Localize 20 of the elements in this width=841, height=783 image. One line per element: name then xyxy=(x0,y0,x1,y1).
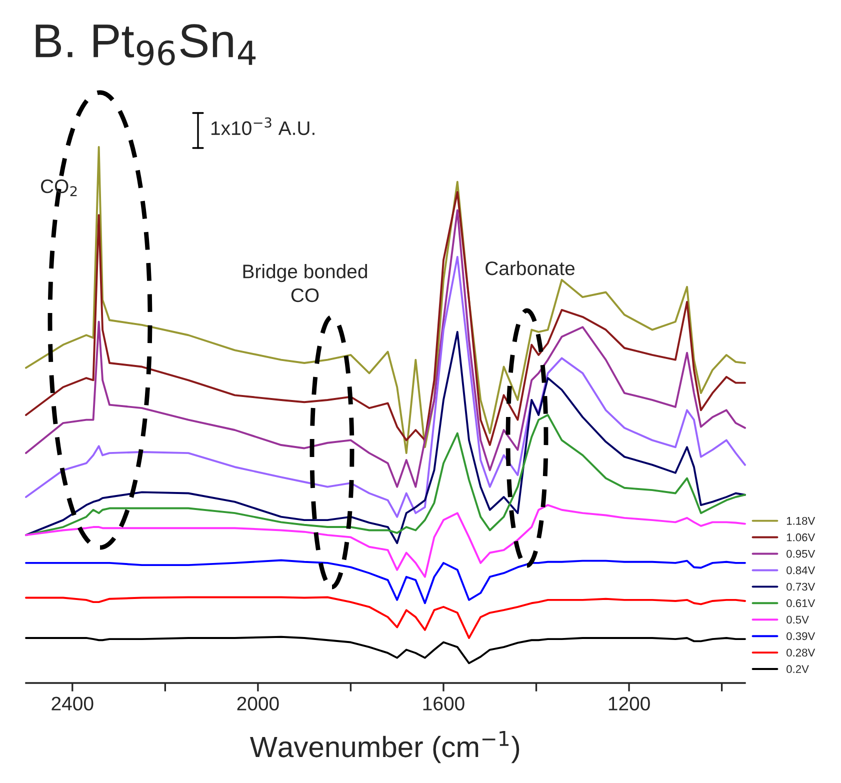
legend-label: 0.73V xyxy=(786,582,816,591)
annotation: CO$_{2}$ xyxy=(40,179,77,196)
legend-label: 0.5V xyxy=(786,616,809,624)
legend-label: 1.06V xyxy=(786,533,816,542)
annotation: Carbonate xyxy=(486,260,575,276)
legend-label: 0.39V xyxy=(786,632,816,640)
x-tick-label: 2400 xyxy=(52,696,94,710)
x-tick-label: 1600 xyxy=(423,696,464,710)
x-tick-label: 1200 xyxy=(608,696,650,710)
annotation: Bridge bonded CO xyxy=(243,264,367,302)
legend-label: 0.84V xyxy=(786,566,816,574)
legend-label: 0.2V xyxy=(786,665,809,674)
x-tick-label: 2000 xyxy=(237,696,279,710)
legend-label: 1.18V xyxy=(786,516,816,525)
legend-label: 0.95V xyxy=(786,550,816,558)
legend-label: 0.61V xyxy=(786,599,816,608)
x-axis-title: Wavenumber (cm$^{−1}$) xyxy=(250,730,520,764)
text: 1x10$^{−3}$ A.U. xyxy=(211,117,314,136)
chart-title: B. Pt$_{96}$Sn$_{4}$ xyxy=(36,24,256,66)
legend-label: 0.28V xyxy=(786,648,816,657)
